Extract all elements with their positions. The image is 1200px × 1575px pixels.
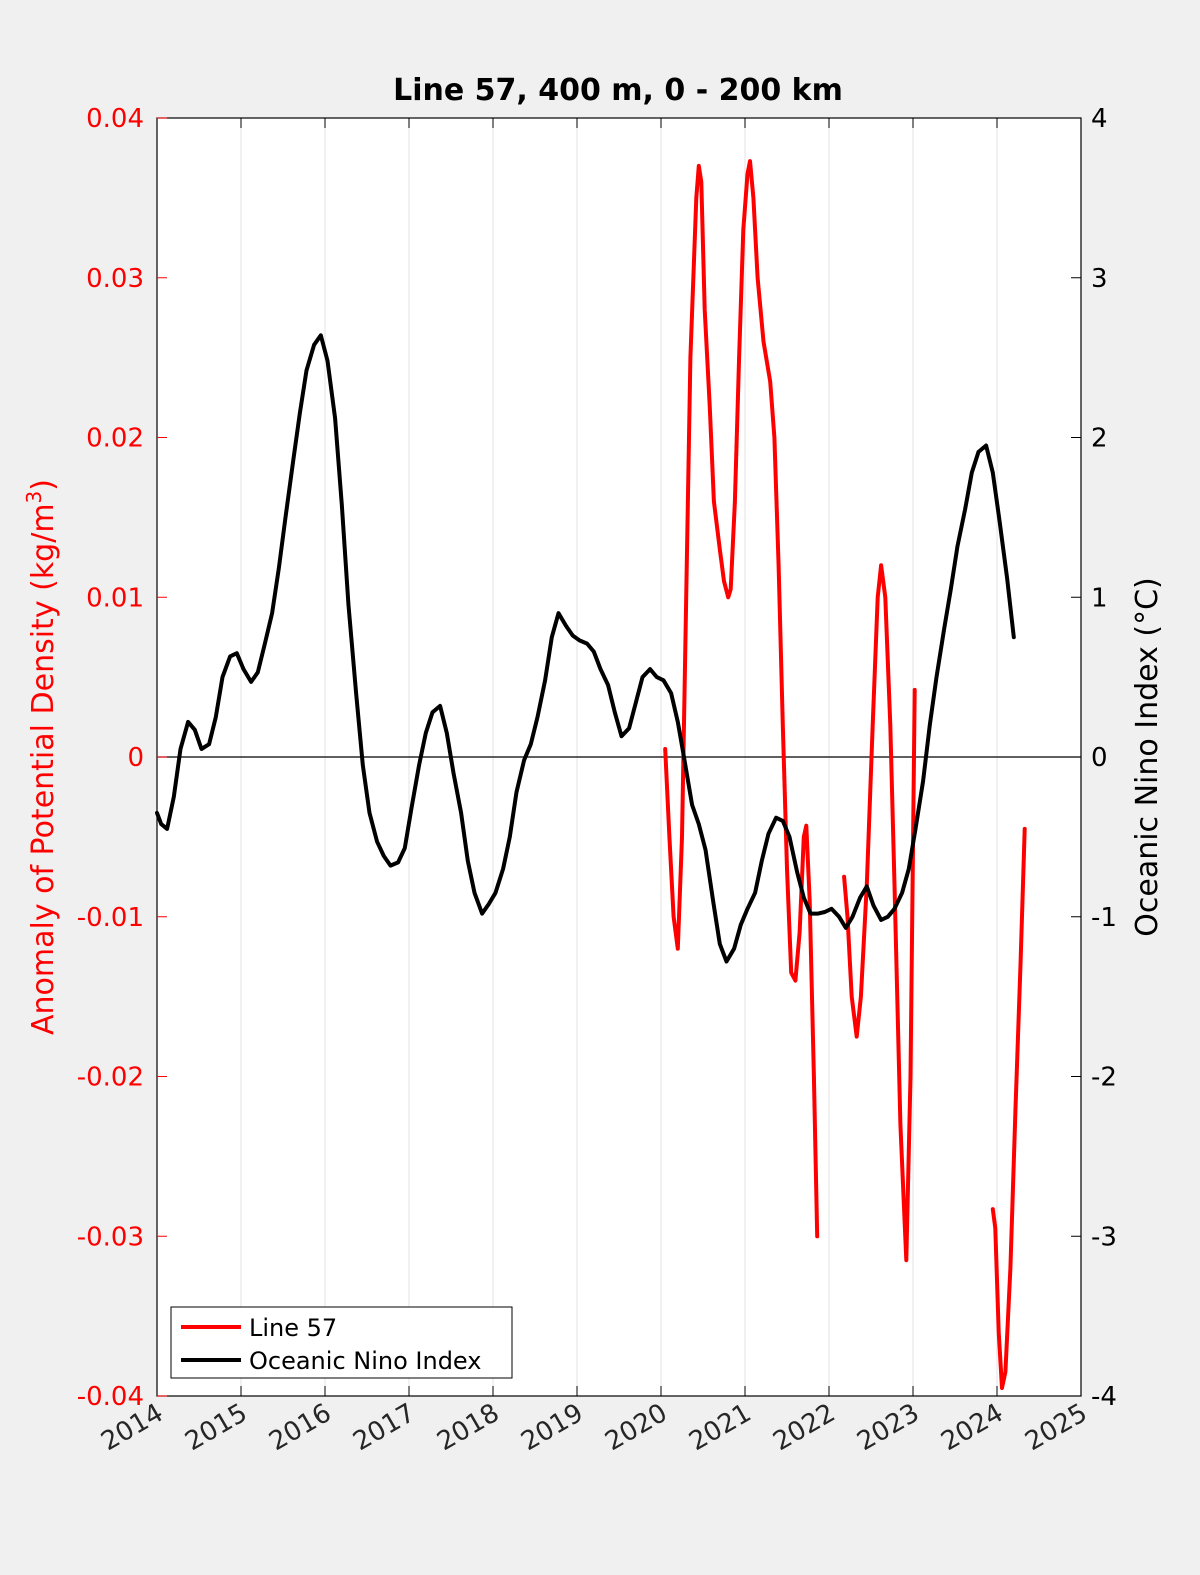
y-left-tick-label: -0.02 (77, 1063, 144, 1093)
y-left-tick-label: -0.01 (77, 903, 144, 933)
y-right-tick-label: -2 (1091, 1063, 1117, 1093)
y-right-tick-label: 4 (1091, 104, 1108, 134)
y-left-tick-label: 0 (127, 743, 144, 773)
y-left-tick-label: 0.01 (86, 583, 144, 613)
legend-label-oni: Oceanic Nino Index (249, 1347, 481, 1375)
y-axis-left-label: Anomaly of Potential Density (kg/m3) (22, 479, 61, 1035)
legend-box (170, 1306, 513, 1379)
y-axis-left-label-main: Anomaly of Potential Density (kg/m (26, 503, 61, 1035)
y-right-tick-label: -4 (1091, 1382, 1117, 1412)
series-layer (155, 159, 1027, 1390)
y-right-tick-label: -1 (1091, 903, 1117, 933)
y-axis-left-label-sup: 3 (22, 491, 46, 504)
y-left-tick-label: -0.03 (77, 1222, 144, 1252)
y-right-tick-label: 2 (1091, 424, 1108, 454)
y-left-tick-label: 0.02 (86, 424, 144, 454)
y-axis-left-label-close: ) (26, 479, 61, 491)
legend-label-line57: Line 57 (249, 1314, 337, 1342)
series-line57-segment (990, 826, 1027, 1390)
y-left-tick-label: -0.04 (77, 1382, 144, 1412)
y-right-tick-label: -3 (1091, 1222, 1117, 1252)
series-line57-segment (842, 563, 917, 1263)
legend: Line 57 Oceanic Nino Index (170, 1306, 513, 1379)
y-left-tick-label: 0.04 (86, 104, 144, 134)
y-right-tick-label: 0 (1091, 743, 1108, 773)
y-right-tick-label: 3 (1091, 264, 1108, 294)
chart-title: Line 57, 400 m, 0 - 200 km (393, 73, 843, 108)
series-oni-line (155, 333, 1016, 964)
series-line57-segment (663, 159, 820, 1239)
y-right-tick-label: 1 (1091, 583, 1108, 613)
y-left-tick-label: 0.03 (86, 264, 144, 294)
y-axis-right-label: Oceanic Nino Index (°C) (1130, 577, 1165, 937)
